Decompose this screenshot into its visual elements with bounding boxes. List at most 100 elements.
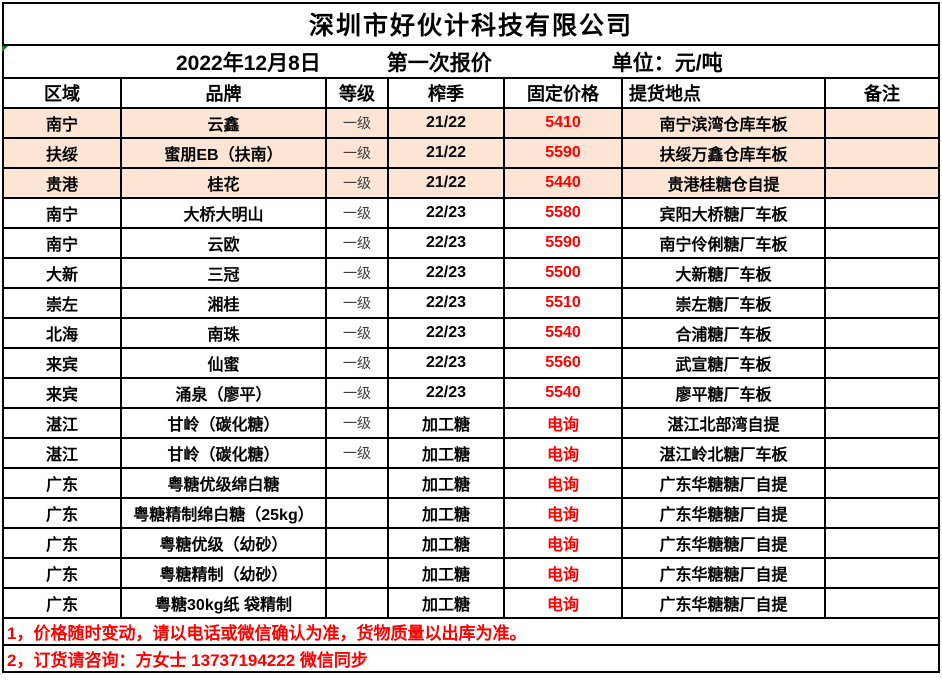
cell-region: 南宁 [2,197,122,229]
cell-region: 来宾 [2,347,122,379]
cell-grade: 一级 [325,227,389,259]
cell-grade: 一级 [325,407,389,439]
cell-pickup: 南宁滨湾仓库车板 [621,107,826,139]
cell-region: 南宁 [2,227,122,259]
table-row: 南宁 云欧 一级 22/23 5590 南宁伶俐糖厂车板 [2,227,941,259]
cell-note [823,557,941,589]
cell-grade [325,497,389,529]
cell-note [823,467,941,499]
cell-season: 22/23 [387,377,505,409]
cell-grade: 一级 [325,137,389,169]
cell-brand: 湘桂 [120,287,327,319]
cell-season: 22/23 [387,317,505,349]
cell-grade: 一级 [325,287,389,319]
cell-brand: 蜜朋EB（扶南） [120,137,327,169]
cell-price: 电询 [503,527,623,559]
cell-grade: 一级 [325,347,389,379]
cell-price: 5590 [503,227,623,259]
cell-note [823,137,941,169]
cell-season: 22/23 [387,197,505,229]
cell-season: 21/22 [387,137,505,169]
cell-note [823,437,941,469]
cell-season: 加工糖 [387,467,505,499]
cell-brand: 云欧 [120,227,327,259]
cell-brand: 甘岭（碳化糖） [120,437,327,469]
cell-brand: 粤糖优级绵白糖 [120,467,327,499]
table-row: 广东 粤糖精制绵白糖（25kg） 加工糖 电询 广东华糖糖厂自提 [2,497,941,529]
table-row: 广东 粤糖精制（幼砂） 加工糖 电询 广东华糖糖厂自提 [2,557,941,589]
cell-region: 贵港 [2,167,122,199]
cell-note [823,197,941,229]
cell-brand: 云鑫 [120,107,327,139]
cell-pickup: 宾阳大桥糖厂车板 [621,197,826,229]
cell-pickup: 广东华糖糖厂自提 [621,587,826,619]
cell-grade [325,557,389,589]
price-table-body: 南宁 云鑫 一级 21/22 5410 南宁滨湾仓库车板 扶绥 蜜朋EB（扶南）… [2,107,941,619]
cell-grade: 一级 [325,317,389,349]
cell-region: 扶绥 [2,137,122,169]
cell-price: 5410 [503,107,623,139]
cell-price: 5440 [503,167,623,199]
cell-price: 5540 [503,377,623,409]
cell-season: 加工糖 [387,407,505,439]
cell-pickup: 广东华糖糖厂自提 [621,527,826,559]
cell-price: 5500 [503,257,623,289]
cell-pickup: 大新糖厂车板 [621,257,826,289]
unit-label: 单位：元/吨 [611,51,723,75]
col-header-grade: 等级 [325,77,389,109]
quote-date: 2022年12月8日 [176,51,321,75]
cell-note [823,227,941,259]
cell-brand: 仙蜜 [120,347,327,379]
cell-region: 北海 [2,317,122,349]
cell-brand: 粤糖精制（幼砂） [120,557,327,589]
cell-note [823,497,941,529]
cell-region: 广东 [2,467,122,499]
col-header-brand: 品牌 [120,77,327,109]
cell-pickup: 广东华糖糖厂自提 [621,557,826,589]
table-row: 大新 三冠 一级 22/23 5500 大新糖厂车板 [2,257,941,289]
cell-season: 22/23 [387,287,505,319]
table-row: 湛江 甘岭（碳化糖） 一级 加工糖 电询 湛江北部湾自提 [2,407,941,439]
cell-brand: 桂花 [120,167,327,199]
cell-note [823,287,941,319]
company-title: 深圳市好伙计科技有限公司 [1,2,941,46]
cell-grade: 一级 [325,257,389,289]
cell-note [823,257,941,289]
cell-price: 电询 [503,437,623,469]
cell-pickup: 湛江北部湾自提 [621,407,826,439]
cell-region: 广东 [2,527,122,559]
cell-price: 5540 [503,317,623,349]
excel-corner-flag-icon [2,46,8,52]
table-row: 广东 粤糖优级（幼砂） 加工糖 电询 广东华糖糖厂自提 [2,527,941,559]
cell-season: 22/23 [387,347,505,379]
table-row: 贵港 桂花 一级 21/22 5440 贵港桂糖仓自提 [2,167,941,199]
cell-pickup: 广东华糖糖厂自提 [621,467,826,499]
cell-brand: 南珠 [120,317,327,349]
notice-line-2: 2，订货请咨询：方女士 13737194222 微信同步 [1,644,941,673]
cell-note [823,167,941,199]
cell-pickup: 广东华糖糖厂自提 [621,497,826,529]
table-row: 广东 粤糖优级绵白糖 加工糖 电询 广东华糖糖厂自提 [2,467,941,499]
cell-price: 电询 [503,587,623,619]
col-header-note: 备注 [823,77,941,109]
cell-season: 加工糖 [387,587,505,619]
table-row: 扶绥 蜜朋EB（扶南） 一级 21/22 5590 扶绥万鑫仓库车板 [2,137,941,169]
cell-brand: 粤糖优级（幼砂） [120,527,327,559]
col-header-season: 榨季 [387,77,505,109]
cell-grade [325,587,389,619]
cell-pickup: 武宣糖厂车板 [621,347,826,379]
cell-note [823,377,941,409]
cell-season: 21/22 [387,107,505,139]
cell-season: 加工糖 [387,527,505,559]
cell-grade: 一级 [325,107,389,139]
cell-pickup: 廖平糖厂车板 [621,377,826,409]
cell-brand: 粤糖30kg纸 袋精制 [120,587,327,619]
cell-grade [325,527,389,559]
cell-region: 南宁 [2,107,122,139]
price-table: 深圳市好伙计科技有限公司 2022年12月8日 第一次报价 单位：元/吨 区域 … [1,2,941,673]
cell-note [823,107,941,139]
cell-region: 广东 [2,587,122,619]
cell-region: 广东 [2,497,122,529]
notice-line-1: 1，价格随时变动，请以电话或微信确认为准，货物质量以出库为准。 [1,617,941,646]
